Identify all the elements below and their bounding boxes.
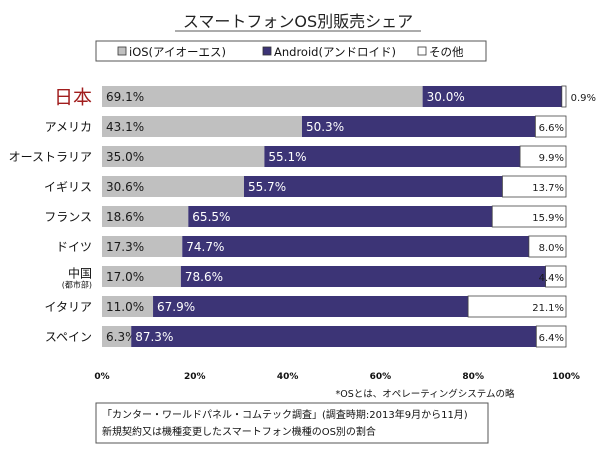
legend-swatch xyxy=(117,46,127,56)
source-line-1: 「カンター・ワールドパネル・コムテック調査」(調査時期:2013年9月から11月… xyxy=(102,408,468,421)
data-label: 67.9% xyxy=(157,300,195,314)
bars: 69.1% 30.0% 0.9% 43.1% 50.3% 6.6% 35.0% 55.1% 9.… xyxy=(102,85,596,348)
data-label: 87.3% xyxy=(135,330,173,344)
category-label: 中国 xyxy=(68,266,92,281)
x-tick-label: 100% xyxy=(552,372,580,382)
data-label: 6.4% xyxy=(539,333,564,344)
bar-segment xyxy=(182,236,529,257)
data-label: 13.7% xyxy=(532,183,564,194)
bar-segment xyxy=(243,176,503,197)
bar-segment xyxy=(102,86,423,107)
data-label: 55.7% xyxy=(248,180,286,194)
legend-box xyxy=(95,40,487,62)
bar-segment xyxy=(102,236,183,257)
category-label: イギリス xyxy=(44,180,92,194)
x-tick-label: 80% xyxy=(462,372,484,382)
source-line-2: 新規契約又は機種変更したスマートフォン機種のOS別の割合 xyxy=(102,425,376,438)
data-label: 30.6% xyxy=(106,180,144,194)
bar-segment xyxy=(102,326,132,347)
bar-segment xyxy=(528,235,567,258)
bar-segment xyxy=(545,265,567,288)
category-label: イタリア xyxy=(44,300,92,314)
data-label: 9.9% xyxy=(539,153,564,164)
data-label: 50.3% xyxy=(306,120,344,134)
bar-segment xyxy=(131,326,537,347)
category-sublabel: (都市部) xyxy=(62,280,92,290)
data-label: 78.6% xyxy=(185,270,223,284)
data-label: 17.3% xyxy=(106,240,144,254)
bar-segment xyxy=(534,115,567,138)
bar-segment xyxy=(535,325,567,348)
bar-segment xyxy=(102,266,181,287)
legend: iOS(アイオーエス) Android(アンドロイド) その他 xyxy=(117,45,464,59)
data-label: 43.1% xyxy=(106,120,144,134)
legend-swatch xyxy=(417,46,427,56)
bar-segment xyxy=(301,116,536,137)
x-tick-label: 60% xyxy=(370,372,392,382)
legend-label: Android(アンドロイド) xyxy=(274,45,396,59)
data-label: 6.6% xyxy=(539,123,564,134)
bar-segment xyxy=(102,296,154,317)
legend-swatch xyxy=(262,46,272,56)
data-label: 17.0% xyxy=(106,270,144,284)
bar-segment xyxy=(102,116,302,137)
bar-segment xyxy=(519,145,567,168)
data-label: 74.7% xyxy=(186,240,224,254)
chart-title: スマートフォンOS別販売シェア xyxy=(183,12,413,31)
category-label: オーストラリア xyxy=(9,150,92,164)
bar-segment xyxy=(188,206,493,227)
source-box xyxy=(95,402,489,444)
data-label: 69.1% xyxy=(106,90,144,104)
data-label: 15.9% xyxy=(532,213,564,224)
bar-segment xyxy=(153,296,469,317)
x-tick-label: 40% xyxy=(277,372,299,382)
bar-segment xyxy=(467,295,567,318)
bar-segment xyxy=(180,266,546,287)
legend-label: iOS(アイオーエス) xyxy=(129,45,226,59)
category-label: フランス xyxy=(44,210,92,224)
data-label: 0.9% xyxy=(571,93,596,104)
category-label: 日本 xyxy=(54,87,92,109)
data-label: 55.1% xyxy=(268,150,306,164)
x-tick-label: 0% xyxy=(94,372,109,382)
data-label: 30.0% xyxy=(427,90,465,104)
bar-segment xyxy=(422,86,562,107)
data-label: 8.0% xyxy=(539,243,564,254)
legend-label: その他 xyxy=(429,45,464,59)
data-label: 21.1% xyxy=(532,303,564,314)
data-label: 35.0% xyxy=(106,150,144,164)
category-label: ドイツ xyxy=(56,240,92,254)
category-label: スペイン xyxy=(45,330,92,344)
bar-segment xyxy=(102,206,189,227)
bar-segment xyxy=(264,146,521,167)
x-tick-label: 20% xyxy=(184,372,206,382)
bar-segment xyxy=(561,85,567,108)
footnote: *OSとは、オペレーティングシステムの略 xyxy=(336,388,515,400)
bar-segment xyxy=(502,175,567,198)
bar-segment xyxy=(102,176,244,197)
data-label: 11.0% xyxy=(106,300,144,314)
data-label: 18.6% xyxy=(106,210,144,224)
x-axis-ticks: 0% 20% 40% 60% 80% 100% xyxy=(94,372,580,382)
data-label: 6.3% xyxy=(106,330,137,344)
bar-segment xyxy=(491,205,567,228)
data-label: 65.5% xyxy=(192,210,230,224)
data-label: 4.4% xyxy=(539,273,564,284)
category-label: アメリカ xyxy=(45,120,92,134)
bar-segment xyxy=(102,146,265,167)
